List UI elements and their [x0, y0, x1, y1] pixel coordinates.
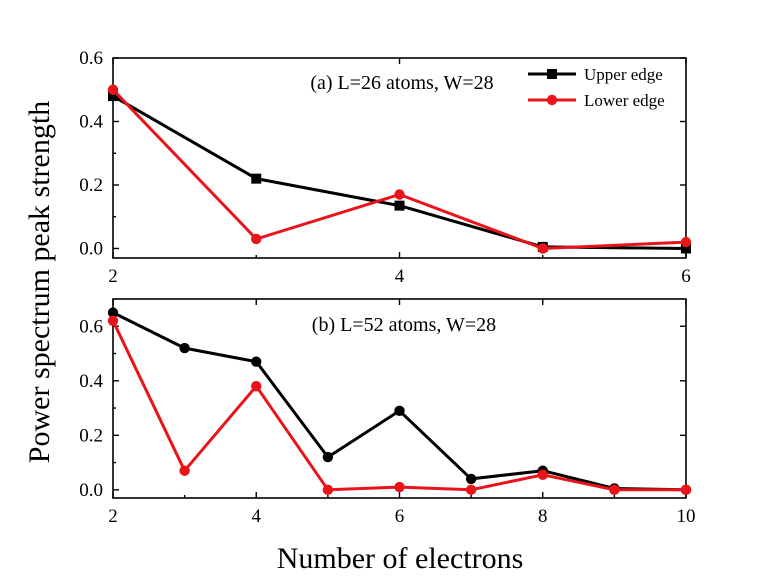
data-point-upper-edge — [394, 405, 405, 416]
legend-label: Lower edge — [584, 91, 665, 110]
data-point-upper-edge — [465, 473, 477, 485]
y-tick-label: 0.4 — [79, 371, 103, 392]
series-line-lower-edge — [111, 320, 686, 492]
data-point-lower-edge — [251, 381, 262, 392]
data-point-lower-edge — [179, 465, 190, 476]
y-tick-label: 0.6 — [79, 316, 103, 337]
x-tick-label: 6 — [395, 506, 405, 527]
data-point-upper-edge — [179, 342, 190, 354]
x-tick-label: 2 — [108, 506, 118, 527]
data-point-upper-edge — [107, 307, 119, 318]
y-tick-label: 0.4 — [79, 111, 103, 132]
data-point-lower-edge — [394, 481, 405, 493]
data-point-lower-edge — [537, 243, 548, 254]
y-tick-label: 0.0 — [79, 480, 103, 501]
data-point-lower-edge — [537, 469, 548, 481]
data-point-upper-edge — [681, 243, 691, 254]
data-point-lower-edge — [680, 484, 692, 496]
x-tick-label: 6 — [681, 266, 691, 287]
x-tick-label: 10 — [677, 506, 696, 527]
data-point-lower-edge — [107, 84, 119, 95]
y-tick-label: 0.6 — [79, 48, 103, 69]
data-point-upper-edge — [251, 173, 262, 184]
data-point-lower-edge — [251, 233, 262, 245]
x-tick-label: 4 — [395, 266, 405, 287]
y-tick-label: 0.0 — [79, 238, 103, 259]
y-tick-label: 0.2 — [79, 425, 103, 446]
data-point-lower-edge — [680, 236, 692, 248]
x-axis-title: Number of electrons — [277, 542, 524, 575]
data-point-upper-edge — [394, 200, 405, 211]
legend-marker — [547, 69, 557, 79]
data-point-upper-edge — [251, 356, 262, 367]
data-point-upper-edge — [108, 91, 118, 102]
legend-label: Upper edge — [584, 65, 663, 84]
x-tick-label: 4 — [252, 506, 262, 527]
panel-title: (a) L=26 atoms, W=28 — [310, 72, 493, 94]
series-line-upper-edge — [112, 311, 687, 492]
series-line-lower-edge — [111, 88, 687, 250]
panel-title: (b) L=52 atoms, W=28 — [312, 314, 496, 336]
x-tick-label: 2 — [108, 266, 118, 287]
series-line-upper-edge — [112, 94, 687, 250]
data-point-lower-edge — [394, 189, 405, 200]
x-tick-label: 8 — [538, 506, 548, 527]
data-point-lower-edge — [465, 484, 477, 496]
data-point-lower-edge — [322, 484, 334, 496]
panel-b: 0.0 0.2 0.4 0.6 2 4 6 8 10 (b) L=52 atoms, W=28 — [79, 298, 696, 527]
y-axis-title: Power spectrum peak strength — [23, 101, 56, 463]
data-point-lower-edge — [107, 315, 119, 327]
data-point-lower-edge — [609, 484, 620, 496]
y-tick-label: 0.2 — [79, 175, 103, 196]
panel-a: 0.0 0.2 0.4 0.6 2 4 6 (a) L=26 atoms, W=28 Upper… — [79, 48, 692, 287]
data-point-upper-edge — [322, 451, 334, 463]
legend-marker — [546, 94, 558, 106]
